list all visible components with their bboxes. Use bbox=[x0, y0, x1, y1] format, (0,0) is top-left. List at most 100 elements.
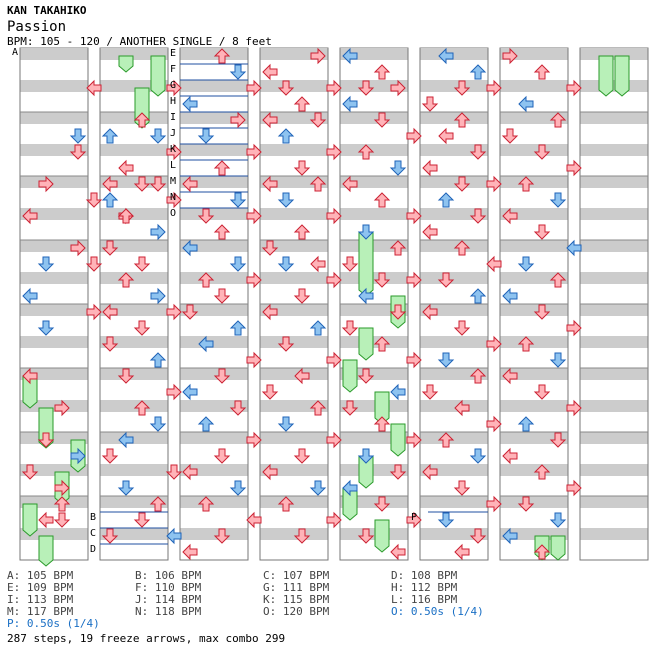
beat-band bbox=[260, 240, 328, 252]
down-arrow-icon bbox=[357, 368, 375, 384]
left-arrow-icon bbox=[182, 383, 198, 401]
down-arrow-icon bbox=[229, 256, 247, 272]
beat-band bbox=[180, 528, 248, 540]
beat-band bbox=[260, 368, 328, 380]
beat-band bbox=[100, 368, 168, 380]
bpm-marker-label: F bbox=[170, 64, 176, 75]
right-arrow-icon bbox=[246, 431, 262, 449]
right-arrow-icon bbox=[246, 271, 262, 289]
up-arrow-icon bbox=[373, 416, 391, 432]
right-arrow-icon bbox=[326, 207, 342, 225]
left-arrow-icon bbox=[102, 303, 118, 321]
freeze-arrow bbox=[358, 327, 374, 361]
down-arrow-icon bbox=[101, 240, 119, 256]
beat-band bbox=[260, 208, 328, 220]
bpm-marker-label: N bbox=[170, 192, 176, 203]
beat-band bbox=[260, 80, 328, 92]
down-arrow-icon bbox=[197, 208, 215, 224]
left-arrow-icon bbox=[390, 383, 406, 401]
down-arrow-icon bbox=[213, 368, 231, 384]
beat-band bbox=[260, 528, 328, 540]
beat-band bbox=[100, 400, 168, 412]
down-arrow-icon bbox=[357, 224, 375, 240]
artist-name: KAN TAKAHIKO bbox=[7, 4, 87, 17]
beat-band bbox=[260, 432, 328, 444]
down-arrow-icon bbox=[373, 272, 391, 288]
beat-band bbox=[580, 304, 648, 316]
down-arrow-icon bbox=[357, 448, 375, 464]
beat-band bbox=[420, 240, 488, 252]
down-arrow-icon bbox=[181, 304, 199, 320]
up-arrow-icon bbox=[133, 112, 151, 128]
right-arrow-icon bbox=[246, 207, 262, 225]
right-arrow-icon bbox=[166, 79, 182, 97]
right-arrow-icon bbox=[566, 399, 582, 417]
left-arrow-icon bbox=[310, 255, 326, 273]
beat-band bbox=[20, 272, 88, 284]
right-arrow-icon bbox=[390, 79, 406, 97]
beat-band bbox=[100, 272, 168, 284]
up-arrow-icon bbox=[437, 192, 455, 208]
down-arrow-icon bbox=[373, 112, 391, 128]
up-arrow-icon bbox=[309, 320, 327, 336]
up-arrow-icon bbox=[197, 416, 215, 432]
down-arrow-icon bbox=[549, 432, 567, 448]
right-arrow-icon bbox=[38, 175, 54, 193]
legend-o: O: 120 BPM bbox=[263, 605, 330, 618]
down-arrow-icon bbox=[357, 528, 375, 544]
beat-band bbox=[20, 336, 88, 348]
down-arrow-icon bbox=[277, 192, 295, 208]
beat-band bbox=[100, 528, 168, 540]
beat-band bbox=[420, 496, 488, 508]
left-arrow-icon bbox=[22, 207, 38, 225]
up-arrow-icon bbox=[149, 496, 167, 512]
beat-band bbox=[420, 48, 488, 60]
legend-c: C: 107 BPM bbox=[263, 569, 330, 582]
legend-h: H: 112 BPM bbox=[391, 581, 458, 594]
down-arrow-icon bbox=[309, 112, 327, 128]
down-arrow-icon bbox=[85, 192, 103, 208]
down-arrow-icon bbox=[133, 512, 151, 528]
bpm-marker-label: D bbox=[90, 544, 96, 555]
up-arrow-icon bbox=[309, 400, 327, 416]
beat-band bbox=[420, 272, 488, 284]
bpm-marker-label: P bbox=[411, 512, 417, 523]
beat-band bbox=[500, 144, 568, 156]
beat-band bbox=[100, 144, 168, 156]
legend-n: N: 118 BPM bbox=[135, 605, 202, 618]
freeze-arrow bbox=[38, 535, 54, 567]
down-arrow-icon bbox=[453, 320, 471, 336]
left-arrow-icon bbox=[262, 303, 278, 321]
beat-band bbox=[180, 368, 248, 380]
bpm-marker-label: B bbox=[90, 512, 96, 523]
right-arrow-icon bbox=[326, 79, 342, 97]
beat-band bbox=[580, 80, 648, 92]
beat-band bbox=[260, 336, 328, 348]
left-arrow-icon bbox=[182, 463, 198, 481]
beat-band bbox=[580, 272, 648, 284]
right-arrow-icon bbox=[326, 351, 342, 369]
bpm-marker-label: J bbox=[170, 128, 176, 139]
up-arrow-icon bbox=[53, 496, 71, 512]
right-arrow-icon bbox=[406, 511, 422, 529]
down-arrow-icon bbox=[21, 464, 39, 480]
beat-band bbox=[180, 48, 248, 60]
beat-band bbox=[420, 368, 488, 380]
right-arrow-icon bbox=[486, 175, 502, 193]
legend-d: D: 108 BPM bbox=[391, 569, 458, 582]
beat-band bbox=[260, 272, 328, 284]
down-arrow-icon bbox=[133, 320, 151, 336]
bpm-marker-label: L bbox=[170, 160, 176, 171]
beat-band bbox=[500, 304, 568, 316]
down-arrow-icon bbox=[229, 480, 247, 496]
left-arrow-icon bbox=[182, 95, 198, 113]
beat-band bbox=[20, 112, 88, 124]
right-arrow-icon bbox=[566, 79, 582, 97]
up-arrow-icon bbox=[197, 496, 215, 512]
down-arrow-icon bbox=[101, 448, 119, 464]
left-arrow-icon bbox=[422, 463, 438, 481]
down-arrow-icon bbox=[133, 176, 151, 192]
right-arrow-icon bbox=[150, 287, 166, 305]
beat-band bbox=[420, 400, 488, 412]
left-arrow-icon bbox=[262, 175, 278, 193]
